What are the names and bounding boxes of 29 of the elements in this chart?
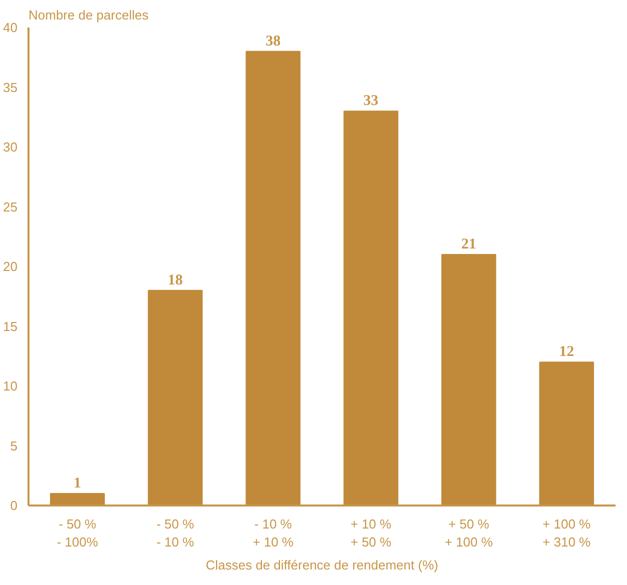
x-tick-label: + 100 % + 310 % bbox=[542, 516, 592, 550]
y-tick-label: 0 bbox=[10, 498, 18, 513]
bar bbox=[50, 493, 105, 506]
data-label: 38 bbox=[266, 33, 281, 50]
data-label: 33 bbox=[363, 93, 378, 110]
data-label: 12 bbox=[559, 344, 574, 360]
x-tick-label: + 50 % + 100 % bbox=[444, 516, 494, 550]
x-axis-title: Classes de différence de rendement (%) bbox=[206, 558, 438, 572]
y-tick-label: 25 bbox=[3, 199, 18, 214]
bar bbox=[344, 110, 398, 506]
x-tick-label: - 10 % + 10 % bbox=[252, 516, 294, 550]
y-tick-label: 30 bbox=[3, 140, 18, 154]
data-label: 18 bbox=[168, 272, 183, 288]
x-tick-label: - 50 % - 10 % bbox=[156, 516, 194, 550]
bar bbox=[148, 290, 203, 506]
y-tick-label: 35 bbox=[3, 80, 18, 95]
x-tick-label: + 10 % + 50 % bbox=[350, 516, 392, 550]
y-tick-label: 5 bbox=[10, 438, 18, 454]
y-tick-label: 40 bbox=[3, 20, 18, 35]
y-tick-label: 20 bbox=[3, 259, 18, 274]
x-tick-label: - 50 % - 100% bbox=[56, 516, 98, 550]
data-label: 21 bbox=[461, 236, 476, 253]
y-tick-label: 15 bbox=[3, 318, 18, 334]
bar bbox=[441, 254, 496, 506]
bar bbox=[246, 50, 300, 506]
y-axis-title: Nombre de parcelles bbox=[28, 8, 149, 22]
data-label: 1 bbox=[74, 476, 82, 492]
bar bbox=[539, 362, 594, 506]
y-tick-label: 10 bbox=[3, 378, 18, 394]
